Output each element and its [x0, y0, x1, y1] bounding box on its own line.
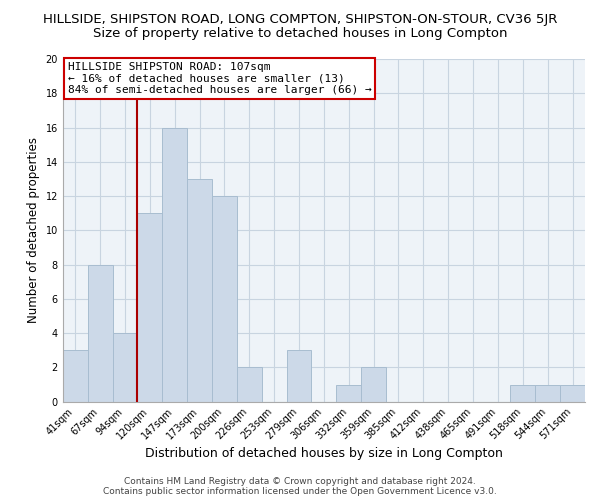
- Text: Size of property relative to detached houses in Long Compton: Size of property relative to detached ho…: [93, 28, 507, 40]
- Bar: [535, 384, 560, 402]
- Bar: [187, 179, 212, 402]
- Y-axis label: Number of detached properties: Number of detached properties: [27, 138, 40, 324]
- Bar: [162, 128, 187, 402]
- Bar: [113, 333, 137, 402]
- Bar: [237, 368, 262, 402]
- Bar: [337, 384, 361, 402]
- Bar: [511, 384, 535, 402]
- Bar: [212, 196, 237, 402]
- Bar: [287, 350, 311, 402]
- Bar: [361, 368, 386, 402]
- Text: HILLSIDE SHIPSTON ROAD: 107sqm
← 16% of detached houses are smaller (13)
84% of : HILLSIDE SHIPSTON ROAD: 107sqm ← 16% of …: [68, 62, 371, 95]
- Bar: [63, 350, 88, 402]
- Bar: [88, 264, 113, 402]
- X-axis label: Distribution of detached houses by size in Long Compton: Distribution of detached houses by size …: [145, 447, 503, 460]
- Text: Contains HM Land Registry data © Crown copyright and database right 2024.
Contai: Contains HM Land Registry data © Crown c…: [103, 476, 497, 496]
- Bar: [560, 384, 585, 402]
- Text: HILLSIDE, SHIPSTON ROAD, LONG COMPTON, SHIPSTON-ON-STOUR, CV36 5JR: HILLSIDE, SHIPSTON ROAD, LONG COMPTON, S…: [43, 12, 557, 26]
- Bar: [137, 213, 162, 402]
